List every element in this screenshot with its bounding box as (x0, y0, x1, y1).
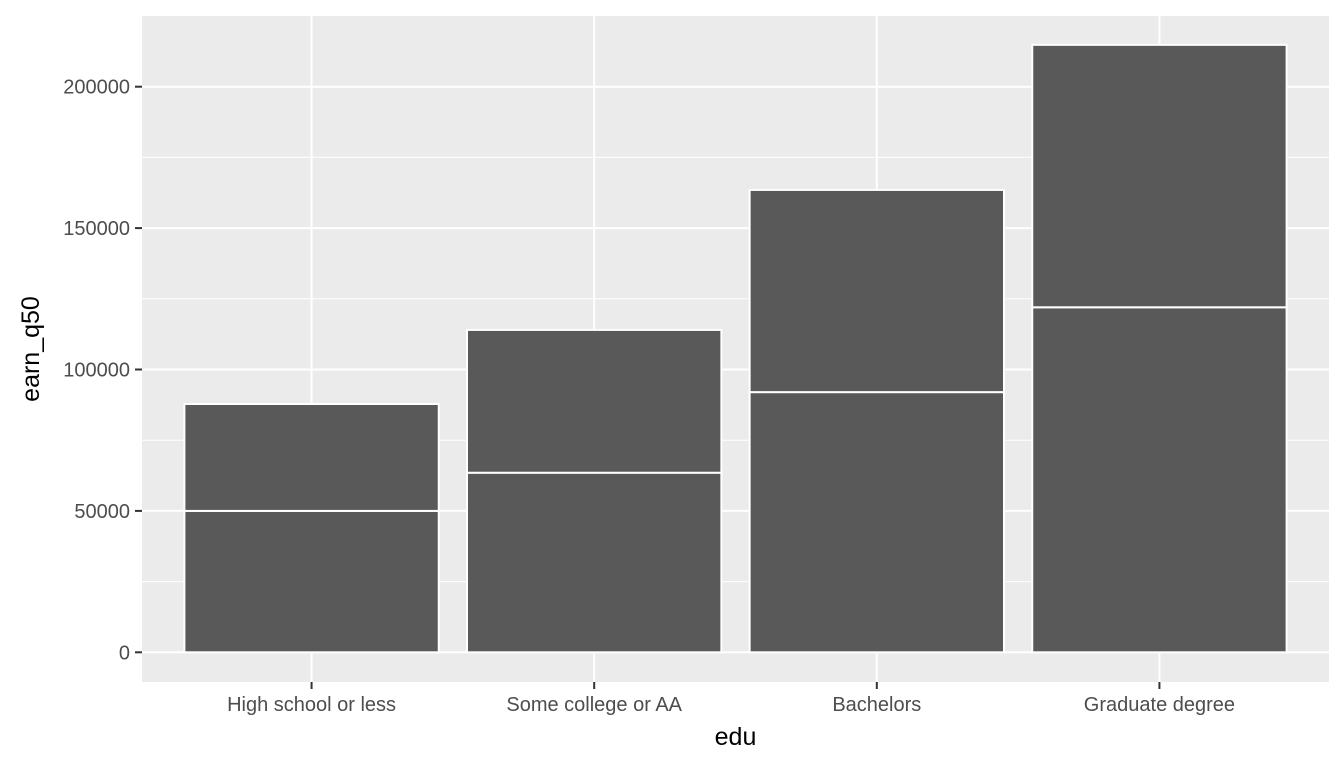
y-axis-title: earn_q50 (17, 296, 45, 402)
bar-segment (748, 188, 1005, 394)
x-axis: High school or less Some college or AA Bac… (227, 682, 1235, 716)
bar-segment (466, 471, 723, 654)
bar-segment (183, 403, 440, 512)
y-tick-label: 0 (119, 642, 130, 664)
bar-segment (1031, 43, 1288, 309)
bar-segment (183, 509, 440, 654)
y-tick-label: 150000 (63, 218, 130, 240)
x-tick-label: Graduate degree (1084, 694, 1235, 716)
bar-segment (466, 328, 723, 474)
bar-segment (748, 391, 1005, 654)
y-tick-label: 50000 (74, 501, 130, 523)
x-tick-label: Some college or AA (506, 694, 682, 716)
bar-segment (1031, 306, 1288, 654)
y-tick-label: 200000 (63, 77, 130, 99)
x-tick-label: High school or less (227, 694, 396, 716)
y-tick-label: 100000 (63, 360, 130, 382)
x-tick-label: Bachelors (832, 694, 921, 716)
y-axis: 0 50000 100000 150000 200000 (63, 77, 142, 664)
bars (183, 43, 1288, 654)
x-axis-title: edu (715, 723, 757, 751)
